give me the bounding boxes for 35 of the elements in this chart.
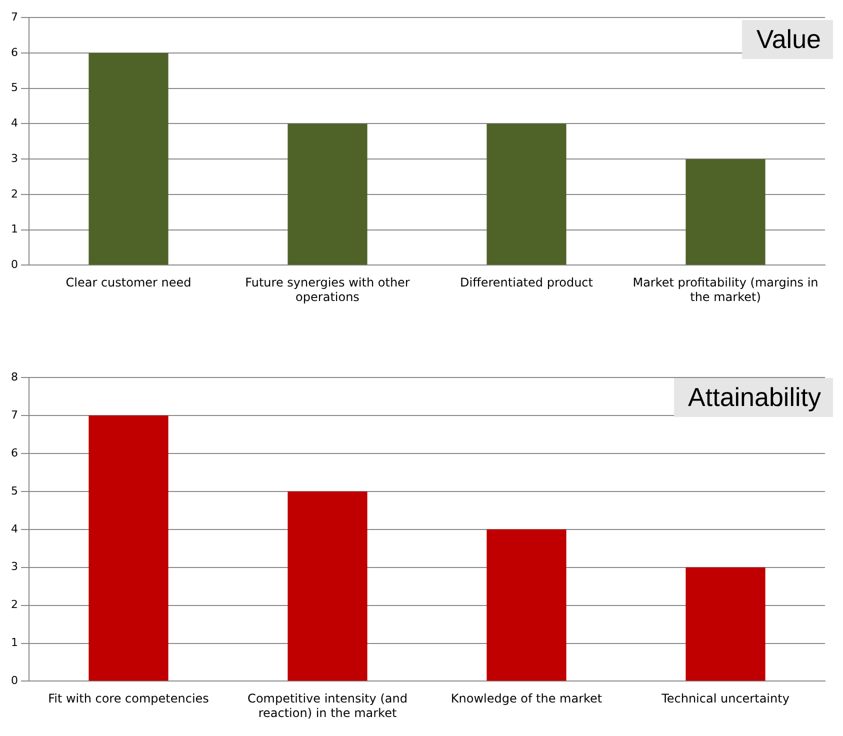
bar xyxy=(486,529,566,681)
y-tick-label: 3 xyxy=(11,560,18,574)
y-tick-label: 2 xyxy=(11,187,18,200)
y-tick-label: 6 xyxy=(11,46,18,59)
y-tick-label: 7 xyxy=(11,408,18,422)
bar xyxy=(686,567,766,681)
bar xyxy=(288,491,368,681)
y-tick-label: 4 xyxy=(11,522,18,536)
x-tick-label: Market profitability (margins in the market) xyxy=(632,276,818,304)
y-tick-label: 1 xyxy=(11,636,18,650)
y-tick-label: 6 xyxy=(11,446,18,460)
x-tick-label: Differentiated product xyxy=(460,276,594,290)
x-tick-label: Clear customer need xyxy=(66,276,192,290)
x-tick-label: Competitive intensity (and reaction) in the market xyxy=(248,692,408,720)
y-tick-label: 5 xyxy=(11,81,18,94)
bar xyxy=(686,159,766,265)
bar xyxy=(288,124,368,265)
x-tick-label: Future synergies with other operations xyxy=(245,276,410,304)
y-tick-label: 8 xyxy=(11,370,18,384)
chart-title: Value xyxy=(742,20,833,59)
y-tick-label: 7 xyxy=(11,10,18,24)
y-tick-label: 1 xyxy=(11,222,18,236)
y-tick-label: 2 xyxy=(11,598,18,612)
x-tick-label: Knowledge of the market xyxy=(450,692,602,706)
y-tick-label: 0 xyxy=(11,674,18,688)
y-tick-label: 3 xyxy=(11,152,18,165)
bar xyxy=(88,52,168,265)
bar xyxy=(486,124,566,265)
chart-title: Attainability xyxy=(674,378,833,417)
bar xyxy=(88,416,168,681)
y-tick-label: 0 xyxy=(11,258,18,272)
y-tick-label: 4 xyxy=(11,116,18,130)
y-tick-label: 5 xyxy=(11,484,18,498)
x-tick-label: Fit with core competencies xyxy=(48,692,209,706)
x-tick-label: Technical uncertainty xyxy=(660,692,790,706)
